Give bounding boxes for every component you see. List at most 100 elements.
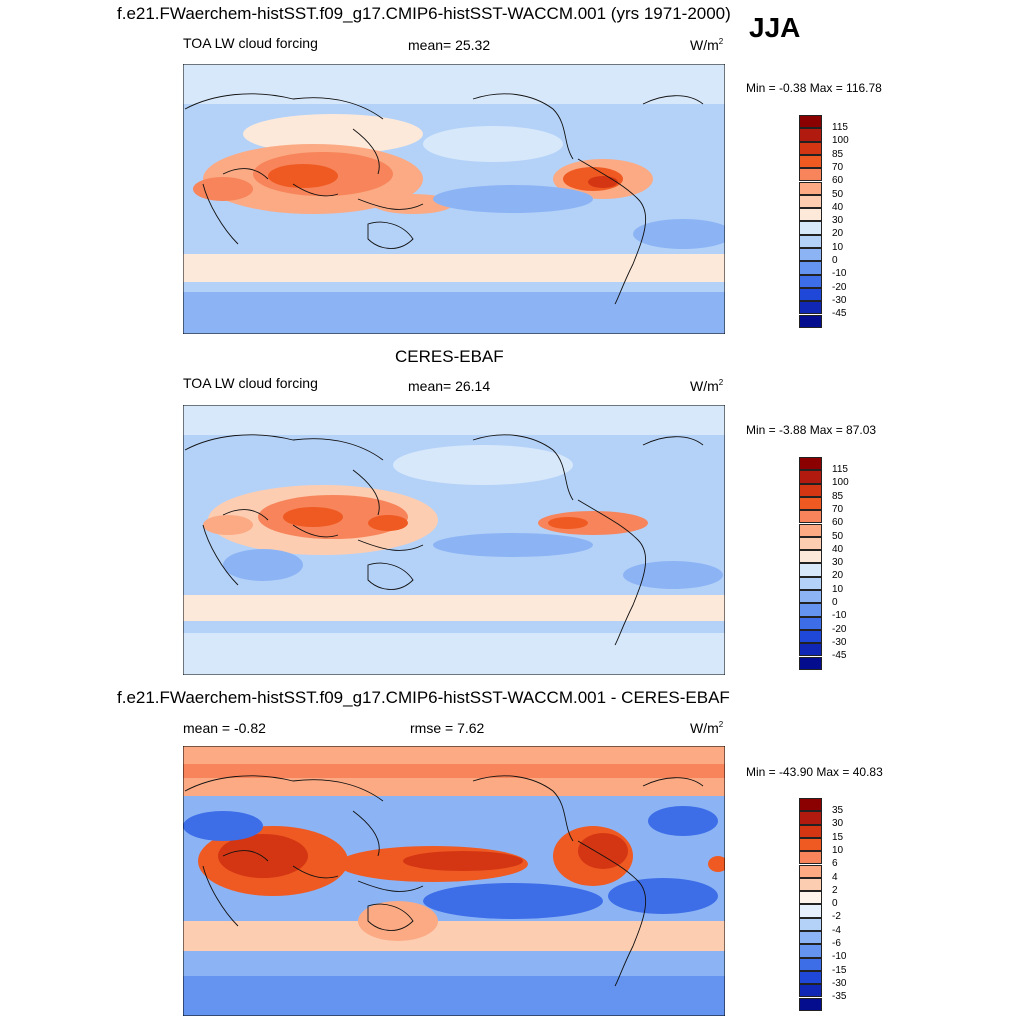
panel2-map [183,405,725,675]
panel1-colorbar-box [799,274,822,288]
panel2-colorbar-tick: 20 [832,570,844,582]
panel2-colorbar-box [799,470,822,484]
panel3-colorbar-tick: -6 [832,938,841,949]
panel1-colorbar-box [799,234,822,248]
panel2-colorbar-tick: -45 [832,650,847,662]
panel3-colorbar-box [799,917,822,931]
panel3-colorbar-tick: 35 [832,805,844,816]
panel2-colorbar-tick: 30 [832,557,844,569]
panel3-colorbar-box [799,798,822,812]
panel3-map [183,746,725,1016]
panel3-colorbar-box [799,931,822,945]
panel1-colorbar: 115 100 85 70 60 50 40 30 20 10 0 -10 -2… [799,115,859,330]
panel3-mean: mean = -0.82 [183,720,266,736]
panel1-colorbar-tick: 85 [832,148,844,160]
panel3-colorbar-tick: -30 [832,977,847,989]
panel3-colorbar-tick: 6 [832,858,838,870]
panel3-colorbar-box [799,891,822,905]
panel1-colorbar-box [799,181,822,195]
panel2-colorbar-tick: -20 [832,623,847,635]
panel1-colorbar-box [799,314,822,328]
panel2-colorbar-tick: 60 [832,517,844,529]
panel3-colorbar-tick: -35 [832,991,847,1003]
panel3-colorbar: 35 30 15 10 6 4 2 0 -2 -4 -6 -10 -15 -30… [799,798,859,1013]
panel2-colorbar-tick: 100 [832,477,849,489]
panel3-colorbar-box [799,811,822,825]
panel1-colorbar-box [799,261,822,275]
panel3-colorbar-box [799,824,822,838]
panel1-colorbar-tick: 50 [832,188,844,200]
panel1-colorbar-tick: 60 [832,175,844,187]
panel2-colorbar-tick: 50 [832,530,844,542]
panel2-colorbar-box [799,550,822,564]
panel3-colorbar-box [799,864,822,878]
panel2-colorbar-tick: 0 [832,597,838,608]
panel3-colorbar-tick: 2 [832,884,838,896]
panel1-mean: mean= 25.32 [408,37,491,53]
panel1-colorbar-tick: 70 [832,161,844,173]
panel1-colorbar-tick: -30 [832,294,847,306]
panel2-colorbar-box [799,643,822,657]
panel1-colorbar-tick: 0 [832,255,838,266]
panel2-colorbar-box [799,603,822,617]
panel1-colorbar-box [799,221,822,235]
panel2-colorbar-tick: 85 [832,490,844,502]
panel3-colorbar-box [799,957,822,971]
panel1-colorbar-box [799,115,822,129]
panel2-variable-label: TOA LW cloud forcing [183,375,318,391]
panel1-colorbar-box [799,141,822,155]
panel1-colorbar-tick: 115 [832,122,848,133]
panel2-colorbar-box [799,656,822,670]
panel3-colorbar-tick: 4 [832,871,838,883]
panel2-colorbar-box [799,563,822,577]
panel3-colorbar-tick: 10 [832,844,844,856]
panel3-colorbar-tick: -4 [832,924,841,936]
panel1-colorbar-tick: 20 [832,228,844,240]
panel2-colorbar-box [799,616,822,630]
panel3-colorbar-box [799,944,822,958]
panel1-colorbar-tick: 30 [832,215,844,227]
panel3-colorbar-tick: -15 [832,964,847,976]
panel2-colorbar-tick: -30 [832,636,847,648]
panel1-colorbar-box [799,287,822,302]
panel1-colorbar-box [799,168,822,182]
panel2-colorbar-box [799,457,822,471]
panel1-colorbar-box [799,194,822,209]
panel2-colorbar-tick: 70 [832,503,844,515]
panel2-colorbar-tick: 115 [832,464,848,475]
panel2-units: W/m2 [690,378,724,394]
panel1-colorbar-tick: 100 [832,135,849,147]
panel1-colorbar-box [799,248,822,262]
panel1-variable-label: TOA LW cloud forcing [183,35,318,51]
panel3-colorbar-box [799,970,822,985]
panel3-colorbar-box [799,904,822,918]
panel2-minmax: Min = -3.88 Max = 87.03 [746,423,877,437]
panel2-colorbar-box [799,629,822,644]
panel1-map [183,64,725,334]
panel1-title: f.e21.FWaerchem-histSST.f09_g17.CMIP6-hi… [117,4,731,23]
panel3-colorbar-box [799,984,822,998]
panel2-colorbar-tick: -10 [832,610,847,622]
panel1-minmax: Min = -0.38 Max = 116.78 [746,81,882,95]
panel3-colorbar-tick: 15 [832,831,844,843]
panel2-colorbar-tick: 40 [832,543,844,555]
panel3-colorbar-box [799,877,822,892]
panel2-colorbar-box [799,510,822,524]
panel2-colorbar: 115 100 85 70 60 50 40 30 20 10 0 -10 -2… [799,457,859,672]
panel2-title: CERES-EBAF [395,347,504,366]
panel2-colorbar-box [799,483,822,497]
panel3-title: f.e21.FWaerchem-histSST.f09_g17.CMIP6-hi… [117,688,730,707]
panel2-colorbar-box [799,523,822,537]
panel1-colorbar-tick: -45 [832,308,847,320]
panel3-rmse: rmse = 7.62 [410,720,485,736]
panel2-colorbar-box [799,496,822,511]
panel1-colorbar-box [799,301,822,315]
panel2-colorbar-box [799,576,822,590]
panel2-colorbar-box [799,536,822,551]
panel1-colorbar-tick: -10 [832,268,847,280]
panel3-colorbar-tick: 30 [832,818,844,830]
panel1-colorbar-box [799,208,822,222]
panel2-colorbar-box [799,590,822,604]
panel2-mean: mean= 26.14 [408,378,491,394]
panel1-colorbar-tick: 40 [832,201,844,213]
